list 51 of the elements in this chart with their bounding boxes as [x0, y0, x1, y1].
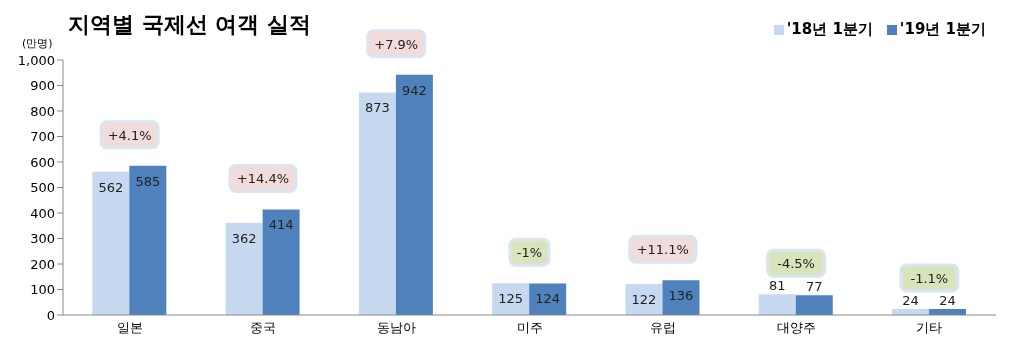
annotation: -4.5%: [777, 256, 815, 272]
y-tick-label: 0: [46, 307, 55, 323]
x-tick-label: 동남아: [376, 320, 416, 336]
data-label: 24: [902, 292, 919, 308]
data-label: 562: [98, 179, 124, 195]
bar: [129, 165, 167, 315]
data-label: 942: [401, 82, 427, 98]
data-label: 873: [364, 100, 390, 116]
annotation: +7.9%: [374, 36, 419, 52]
y-tick-label: 500: [30, 180, 55, 196]
legend-label: '19년 1분기: [899, 20, 986, 39]
y-tick-label: 1,000: [17, 52, 55, 68]
annotation: +11.1%: [636, 242, 689, 258]
y-tick-label: 600: [30, 154, 55, 170]
data-label: 414: [268, 217, 294, 233]
data-label: 125: [498, 291, 524, 307]
bar: [358, 92, 396, 315]
data-label: 81: [768, 278, 786, 294]
bar: [92, 171, 130, 315]
bar: [225, 222, 263, 315]
bar: [262, 209, 300, 315]
chart-title: 지역별 국제선 여객 실적: [68, 11, 311, 39]
x-tick-label: 일본: [116, 320, 143, 336]
data-label: 362: [231, 230, 257, 246]
bar: [758, 294, 796, 315]
annotation: +4.1%: [107, 127, 152, 143]
x-tick-label: 미주: [516, 320, 543, 336]
y-tick-label: 400: [30, 205, 55, 221]
data-label: 136: [668, 288, 694, 304]
y-tick-label: 700: [30, 129, 55, 145]
data-label: 122: [631, 291, 657, 307]
data-label: 124: [535, 291, 561, 307]
x-tick-label: 대양주: [776, 320, 816, 336]
data-label: 585: [135, 173, 161, 189]
x-tick-label: 기타: [916, 320, 943, 336]
x-tick-label: 유럽: [649, 320, 676, 336]
y-tick-label: 800: [30, 103, 55, 119]
bar: [395, 74, 433, 315]
y-tick-label: 200: [30, 256, 55, 272]
annotation: -1%: [516, 245, 543, 261]
annotation: +14.4%: [236, 171, 290, 187]
y-tick-label: 900: [30, 78, 55, 94]
bar: [795, 295, 833, 315]
y-tick-label: 300: [30, 231, 55, 247]
annotation: -1.1%: [910, 270, 949, 286]
data-label: 77: [805, 279, 823, 295]
x-tick-label: 중국: [249, 320, 276, 336]
y-axis-title: (만명): [22, 36, 53, 51]
data-label: 24: [939, 292, 956, 308]
y-tick-label: 100: [30, 282, 55, 298]
legend-label: '18년 1분기: [786, 20, 873, 39]
